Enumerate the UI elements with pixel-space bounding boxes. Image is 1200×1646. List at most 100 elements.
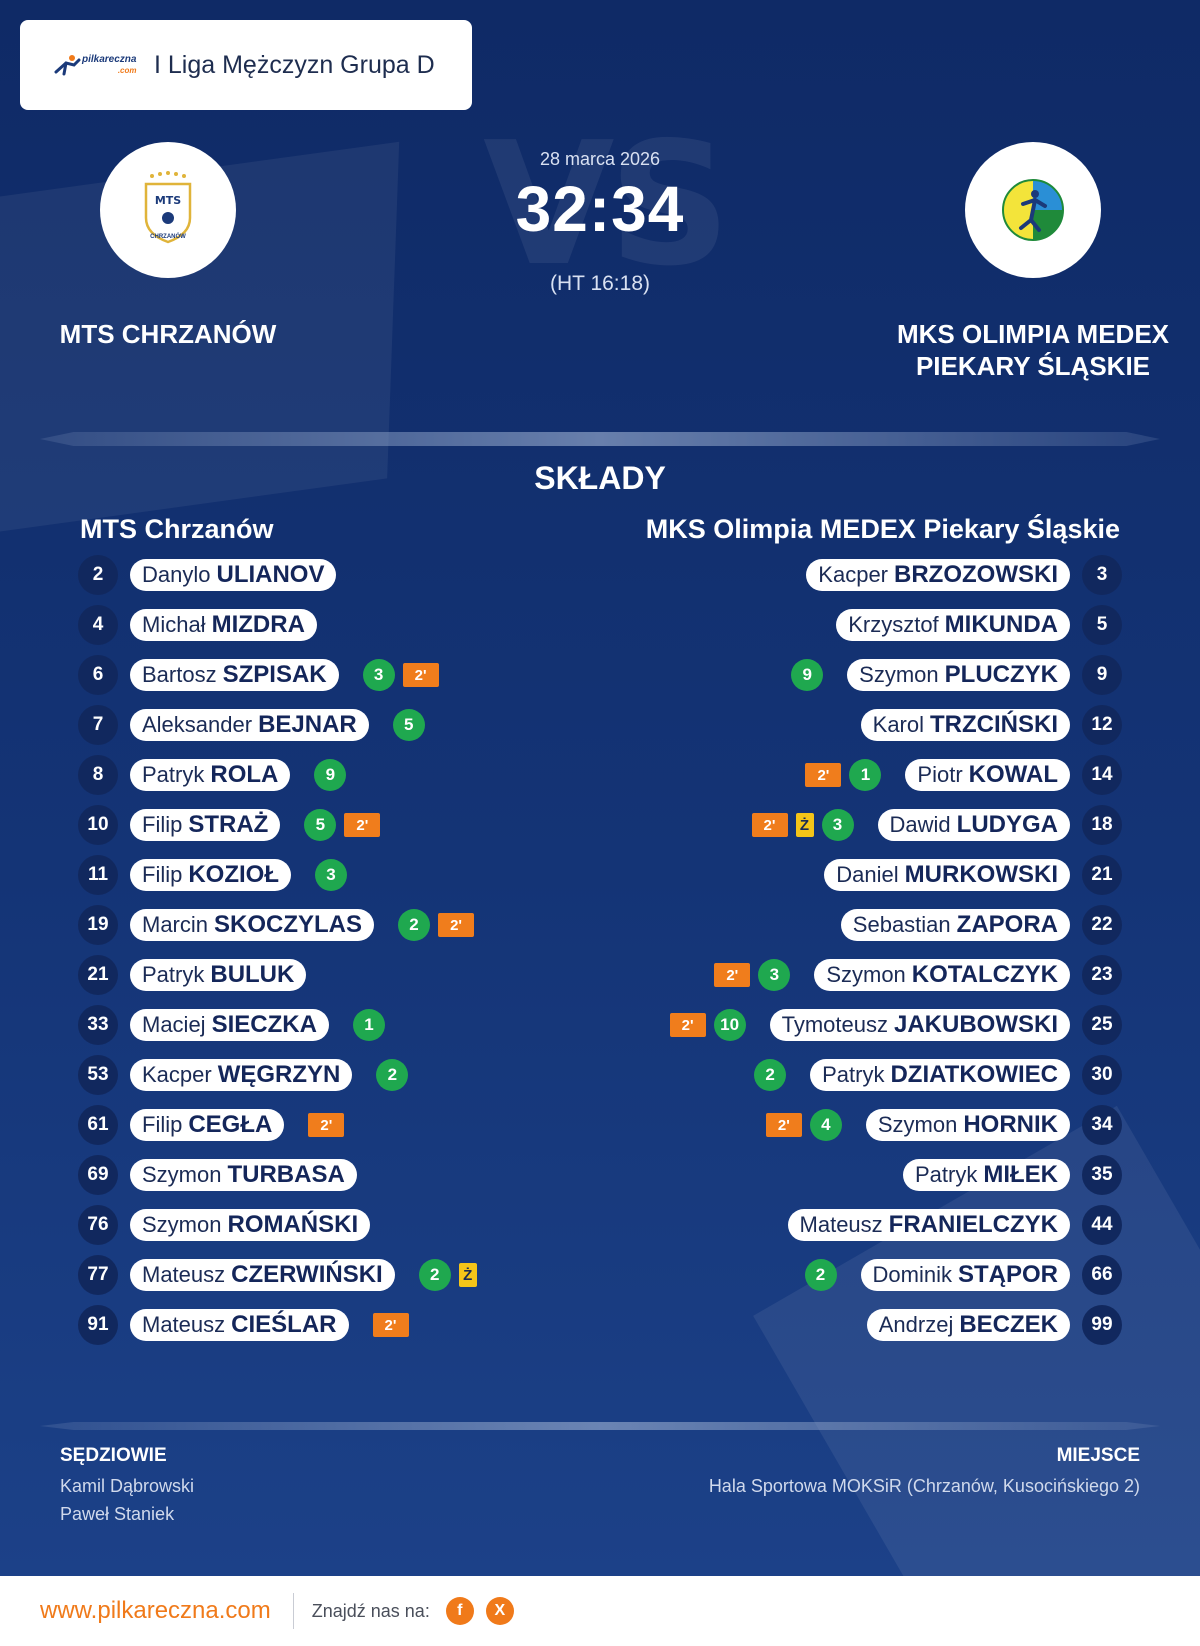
home-player-row: 4 Michał MIZDRA bbox=[78, 605, 341, 645]
player-last-name: MIKUNDA bbox=[944, 611, 1058, 638]
goals-badge: 1 bbox=[849, 759, 882, 791]
player-first-name: Andrzej bbox=[878, 1312, 954, 1337]
pilkareczna-logo: pilkareczna .com bbox=[52, 54, 142, 76]
jersey-number: 66 bbox=[1082, 1255, 1122, 1295]
player-stats: 5 bbox=[392, 709, 425, 741]
yellow-card-badge: Ż bbox=[795, 813, 814, 837]
away-player-row: 5 Krzysztof MIKUNDA bbox=[812, 605, 1122, 645]
goals-badge: 3 bbox=[362, 659, 395, 691]
player-name: Andrzej BECZEK bbox=[866, 1309, 1070, 1341]
player-first-name: Mateusz bbox=[799, 1212, 883, 1237]
away-player-row: 22 Sebastian ZAPORA bbox=[817, 905, 1122, 945]
player-last-name: BECZEK bbox=[959, 1311, 1058, 1338]
away-player-row: 66 Dominik STĄPOR 2 bbox=[804, 1255, 1122, 1295]
home-player-row: 77 Mateusz CZERWIŃSKI 2 Ż bbox=[78, 1255, 477, 1295]
player-name: Patryk BULUK bbox=[130, 959, 307, 991]
player-stats: 9 bbox=[791, 659, 824, 691]
goals-badge: 2 bbox=[804, 1259, 837, 1291]
player-first-name: Filip bbox=[142, 812, 183, 837]
logo-text: pilkareczna .com bbox=[82, 54, 137, 75]
jersey-number: 21 bbox=[1082, 855, 1122, 895]
player-first-name: Mateusz bbox=[142, 1262, 226, 1287]
player-stats: 2 bbox=[376, 1059, 409, 1091]
player-name: Dominik STĄPOR bbox=[860, 1259, 1070, 1291]
player-name: Mateusz FRANIELCZYK bbox=[787, 1209, 1070, 1241]
player-last-name: TRZCIŃSKI bbox=[930, 711, 1058, 738]
player-name: Michał MIZDRA bbox=[130, 609, 317, 641]
player-name: Szymon KOTALCZYK bbox=[814, 959, 1070, 991]
away-player-row: 44 Mateusz FRANIELCZYK bbox=[764, 1205, 1122, 1245]
player-last-name: KOZIOŁ bbox=[188, 861, 279, 888]
player-last-name: HORNIK bbox=[963, 1111, 1058, 1138]
player-first-name: Szymon bbox=[142, 1162, 222, 1187]
jersey-number: 76 bbox=[78, 1205, 118, 1245]
jersey-number: 12 bbox=[1082, 705, 1122, 745]
goals-badge: 2 bbox=[754, 1059, 787, 1091]
away-team-logo bbox=[965, 142, 1101, 278]
player-last-name: CIEŚLAR bbox=[231, 1311, 337, 1338]
away-player-row: 18 Dawid LUDYGA 3 Ż 2' bbox=[751, 805, 1122, 845]
player-last-name: SZPISAK bbox=[222, 661, 327, 688]
home-player-row: 53 Kacper WĘGRZYN 2 bbox=[78, 1055, 409, 1095]
home-player-row: 2 Danylo ULIANOV bbox=[78, 555, 360, 595]
goals-badge: 2 bbox=[398, 909, 431, 941]
player-stats: 3 Ż 2' bbox=[751, 809, 854, 841]
player-last-name: MIŁEK bbox=[983, 1161, 1058, 1188]
venue-label: MIEJSCE bbox=[1056, 1445, 1140, 1466]
jersey-number: 5 bbox=[1082, 605, 1122, 645]
suspension-badge: 2' bbox=[765, 1113, 802, 1137]
facebook-icon[interactable]: f bbox=[445, 1597, 474, 1625]
player-name: Daniel MURKOWSKI bbox=[824, 859, 1070, 891]
player-name: Piotr KOWAL bbox=[905, 759, 1070, 791]
player-first-name: Michał bbox=[142, 612, 206, 637]
home-player-row: 8 Patryk ROLA 9 bbox=[78, 755, 347, 795]
jersey-number: 77 bbox=[78, 1255, 118, 1295]
player-name: Szymon TURBASA bbox=[130, 1159, 357, 1191]
goals-badge: 3 bbox=[821, 809, 854, 841]
referee-name: Kamil Dąbrowski bbox=[60, 1476, 195, 1496]
player-first-name: Karol bbox=[872, 712, 924, 737]
player-name: Kacper WĘGRZYN bbox=[130, 1059, 353, 1091]
suspension-badge: 2' bbox=[372, 1313, 409, 1337]
jersey-number: 21 bbox=[78, 955, 118, 995]
player-last-name: LUDYGA bbox=[956, 811, 1058, 838]
home-player-row: 19 Marcin SKOCZYLAS 2 2' bbox=[78, 905, 475, 945]
player-last-name: KOTALCZYK bbox=[911, 961, 1058, 988]
player-last-name: KOWAL bbox=[968, 761, 1058, 788]
site-link[interactable]: www.pilkareczna.com bbox=[40, 1597, 271, 1624]
player-name: Patryk ROLA bbox=[130, 759, 291, 791]
halftime-score: (HT 16:18) bbox=[550, 272, 650, 295]
jersey-number: 22 bbox=[1082, 905, 1122, 945]
home-player-row: 76 Szymon ROMAŃSKI bbox=[78, 1205, 394, 1245]
player-first-name: Marcin bbox=[142, 912, 209, 937]
jersey-number: 7 bbox=[78, 705, 118, 745]
goals-badge: 9 bbox=[791, 659, 824, 691]
jersey-number: 19 bbox=[78, 905, 118, 945]
goals-badge: 5 bbox=[392, 709, 425, 741]
player-first-name: Bartosz bbox=[142, 662, 217, 687]
home-player-row: 21 Patryk BULUK bbox=[78, 955, 330, 995]
home-player-row: 7 Aleksander BEJNAR 5 bbox=[78, 705, 425, 745]
away-lineup-title: MKS Olimpia MEDEX Piekary Śląskie bbox=[645, 514, 1120, 544]
player-first-name: Maciej bbox=[142, 1012, 206, 1037]
footer-bar: www.pilkareczna.com Znajdź nas na: f X bbox=[0, 1576, 1200, 1646]
player-name: Krzysztof MIKUNDA bbox=[836, 609, 1070, 641]
home-player-row: 91 Mateusz CIEŚLAR 2' bbox=[78, 1305, 409, 1345]
goals-badge: 2 bbox=[376, 1059, 409, 1091]
goals-badge: 4 bbox=[809, 1109, 842, 1141]
player-last-name: ROMAŃSKI bbox=[227, 1211, 359, 1238]
suspension-badge: 2' bbox=[438, 913, 475, 937]
jersey-number: 35 bbox=[1082, 1155, 1122, 1195]
x-icon[interactable]: X bbox=[485, 1597, 514, 1625]
player-last-name: CZERWIŃSKI bbox=[231, 1261, 383, 1288]
away-player-row: 3 Kacper BRZOZOWSKI bbox=[782, 555, 1122, 595]
mts-crest-icon: MTS bbox=[144, 171, 192, 244]
player-first-name: Danylo bbox=[142, 562, 211, 587]
player-stats: 2 bbox=[754, 1059, 787, 1091]
olimpia-crest-icon bbox=[1002, 179, 1064, 241]
player-first-name: Patryk bbox=[142, 762, 205, 787]
goals-badge: 3 bbox=[758, 959, 791, 991]
player-name: Karol TRZCIŃSKI bbox=[860, 709, 1070, 741]
player-first-name: Szymon bbox=[859, 662, 939, 687]
handball-player-icon bbox=[54, 55, 81, 76]
